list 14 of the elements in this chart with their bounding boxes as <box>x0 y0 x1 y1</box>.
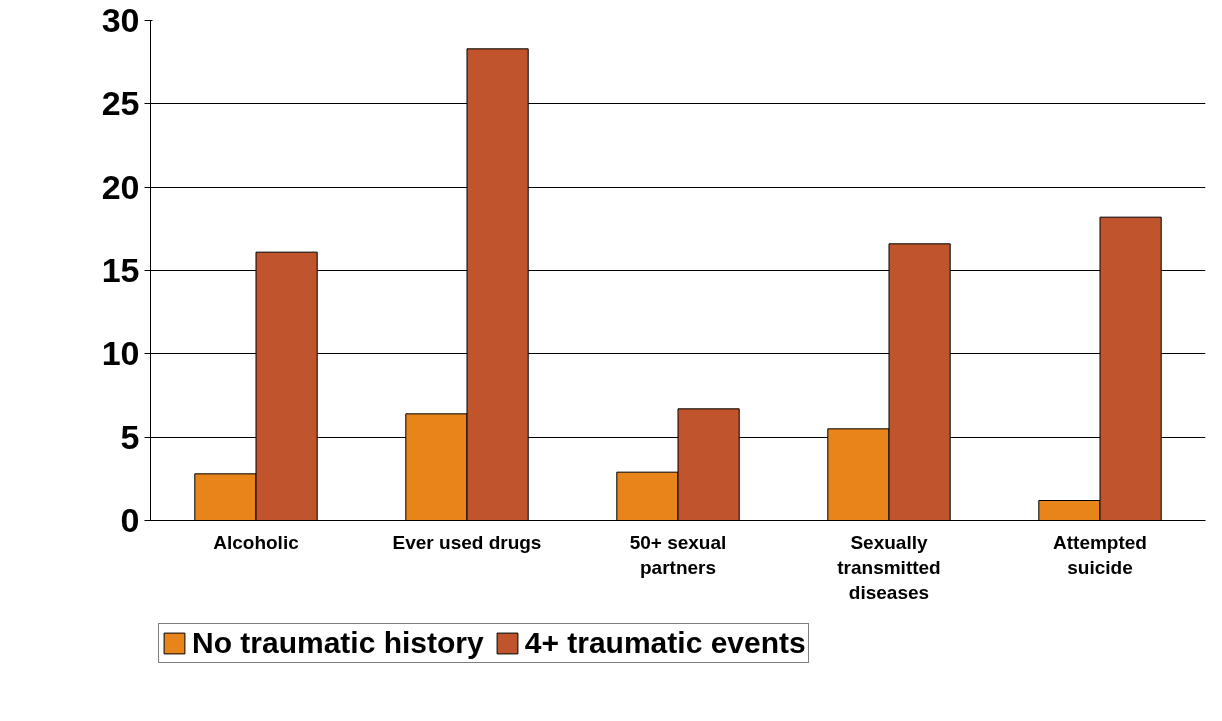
x-tick-label: Alcoholic <box>213 531 300 553</box>
y-tick-label: 30 <box>101 1 140 39</box>
y-tick-label: 25 <box>101 84 140 123</box>
legend-label: No traumatic history <box>192 626 484 660</box>
x-tick-label: Sexually transmitted diseases <box>837 531 941 603</box>
y-tick-label: 5 <box>120 417 140 456</box>
y-tick-label: 10 <box>101 334 140 373</box>
y-tick-label: 15 <box>101 251 140 289</box>
x-tick-label: Attempted suicide <box>1053 531 1147 578</box>
y-tick-label: 20 <box>101 167 140 206</box>
legend-label: 4+ traumatic events <box>524 626 806 660</box>
x-tick-label: 50+ sexual partners <box>629 531 727 578</box>
y-tick-label: 0 <box>120 501 140 539</box>
x-tick-label: Ever used drugs <box>392 531 542 553</box>
